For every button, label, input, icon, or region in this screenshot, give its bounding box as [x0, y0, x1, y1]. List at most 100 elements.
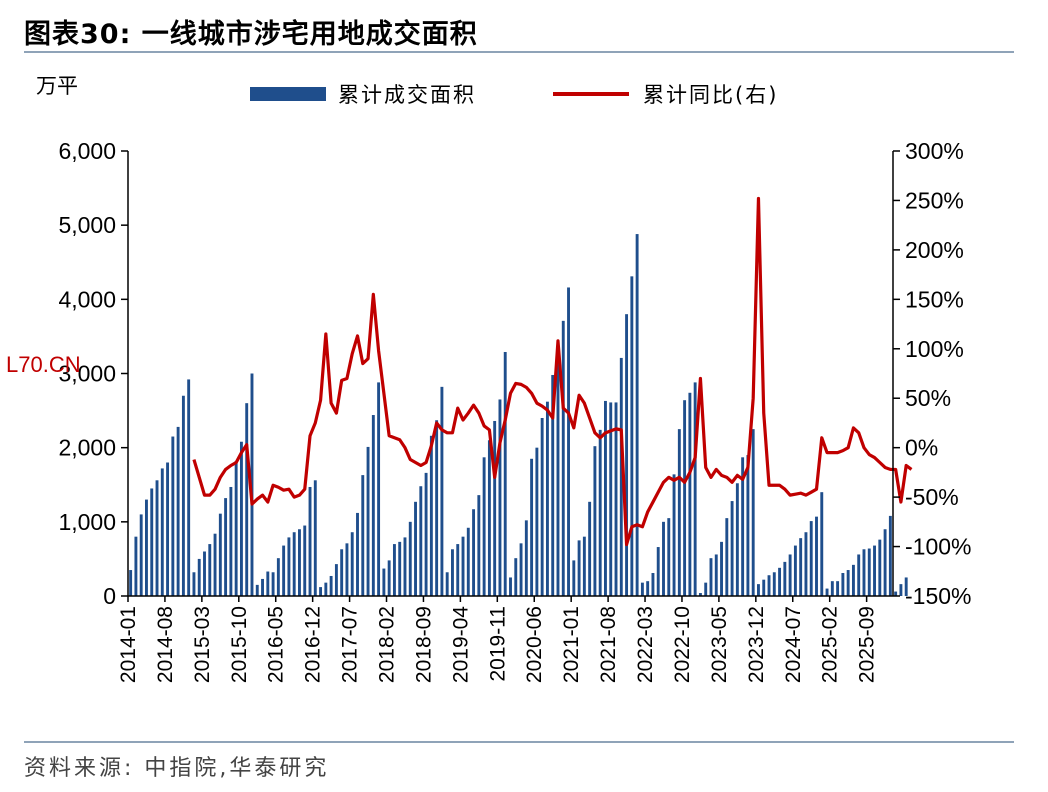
bar — [846, 570, 850, 596]
left-tick-label: 6,000 — [58, 138, 116, 164]
bar — [487, 440, 491, 596]
bar — [635, 234, 639, 596]
bar — [392, 544, 396, 596]
bar — [545, 401, 549, 596]
left-tick-label: 0 — [103, 583, 116, 609]
bar — [862, 549, 866, 596]
bar — [625, 314, 629, 596]
bar — [804, 532, 808, 596]
right-tick-label: 100% — [905, 336, 964, 362]
bar — [820, 492, 824, 596]
left-tick-label: 5,000 — [58, 212, 116, 238]
bar — [371, 415, 375, 596]
x-tick-label: 2016-12 — [302, 606, 325, 683]
bar — [435, 420, 439, 596]
x-tick-label: 2021-08 — [597, 606, 620, 683]
bar — [239, 441, 243, 596]
bar — [229, 486, 233, 596]
right-tick-label: 300% — [905, 138, 964, 164]
bar — [218, 513, 222, 596]
source-note: 资料来源: 中指院,华泰研究 — [24, 756, 330, 781]
bar — [509, 577, 512, 596]
right-tick-label: -150% — [905, 583, 971, 609]
x-tick-label: 2022-03 — [634, 606, 657, 683]
x-tick-label: 2018-09 — [412, 606, 435, 683]
bar — [762, 579, 766, 596]
bar — [783, 561, 787, 596]
bar — [630, 276, 634, 596]
bar — [577, 540, 581, 597]
bar — [693, 382, 697, 596]
bar — [788, 554, 792, 596]
right-tick-label: -100% — [905, 534, 971, 560]
right-tick-label: 200% — [905, 237, 964, 263]
yoy-line — [192, 196, 913, 547]
bar — [313, 480, 317, 596]
legend-bar-swatch — [250, 87, 326, 101]
bar — [894, 591, 898, 596]
bar — [767, 575, 771, 596]
bar — [667, 518, 671, 597]
bar — [224, 498, 228, 596]
bar — [582, 536, 586, 596]
bar — [424, 472, 428, 596]
bar — [155, 480, 159, 596]
legend-bar-label: 累计成交面积 — [338, 83, 476, 107]
bar — [271, 572, 275, 596]
right-tick-label: 250% — [905, 187, 964, 213]
bar — [778, 567, 782, 596]
title-divider — [24, 51, 1014, 53]
left-axis-unit: 万平 — [36, 74, 78, 98]
bar — [873, 545, 876, 596]
bar — [203, 551, 206, 596]
bar — [451, 549, 454, 596]
bar — [176, 426, 180, 596]
bar — [160, 468, 164, 596]
bar — [878, 539, 882, 596]
bar — [857, 554, 861, 596]
bar — [266, 571, 270, 596]
bar — [377, 382, 381, 596]
x-tick-label: 2025-09 — [856, 606, 879, 683]
bar — [208, 544, 212, 596]
bar — [751, 429, 755, 597]
bar — [830, 581, 834, 596]
right-tick-label: 50% — [905, 385, 951, 411]
bar — [234, 461, 238, 596]
bar — [250, 373, 254, 596]
bar — [683, 400, 687, 596]
bar — [329, 575, 333, 596]
bar — [883, 529, 887, 596]
bar — [888, 515, 892, 596]
bar — [651, 573, 655, 596]
bar — [735, 483, 739, 596]
bar — [646, 581, 650, 596]
x-tick-label: 2018-02 — [376, 606, 399, 683]
x-tick-label: 2015-10 — [228, 606, 251, 683]
bar — [725, 518, 729, 597]
bar — [261, 578, 264, 596]
bar — [609, 402, 613, 596]
bar — [551, 374, 555, 596]
bar — [387, 560, 391, 596]
bar — [276, 558, 280, 596]
bar — [345, 543, 349, 596]
bar — [145, 499, 148, 596]
bar — [429, 435, 433, 596]
bar — [793, 545, 797, 596]
bar-series — [129, 234, 908, 597]
x-tick-label: 2025-02 — [819, 606, 842, 683]
bar — [282, 545, 286, 596]
left-tick-label: 2,000 — [58, 435, 116, 461]
bar — [899, 584, 903, 596]
bar — [677, 429, 681, 597]
bar — [356, 512, 359, 596]
right-tick-label: 0% — [905, 435, 938, 461]
bar — [772, 572, 776, 596]
x-tick-label: 2024-07 — [782, 606, 805, 683]
source-divider — [24, 741, 1014, 743]
left-tick-label: 1,000 — [58, 509, 116, 535]
bar — [640, 582, 644, 596]
bar — [181, 395, 185, 596]
line-series — [192, 196, 913, 547]
